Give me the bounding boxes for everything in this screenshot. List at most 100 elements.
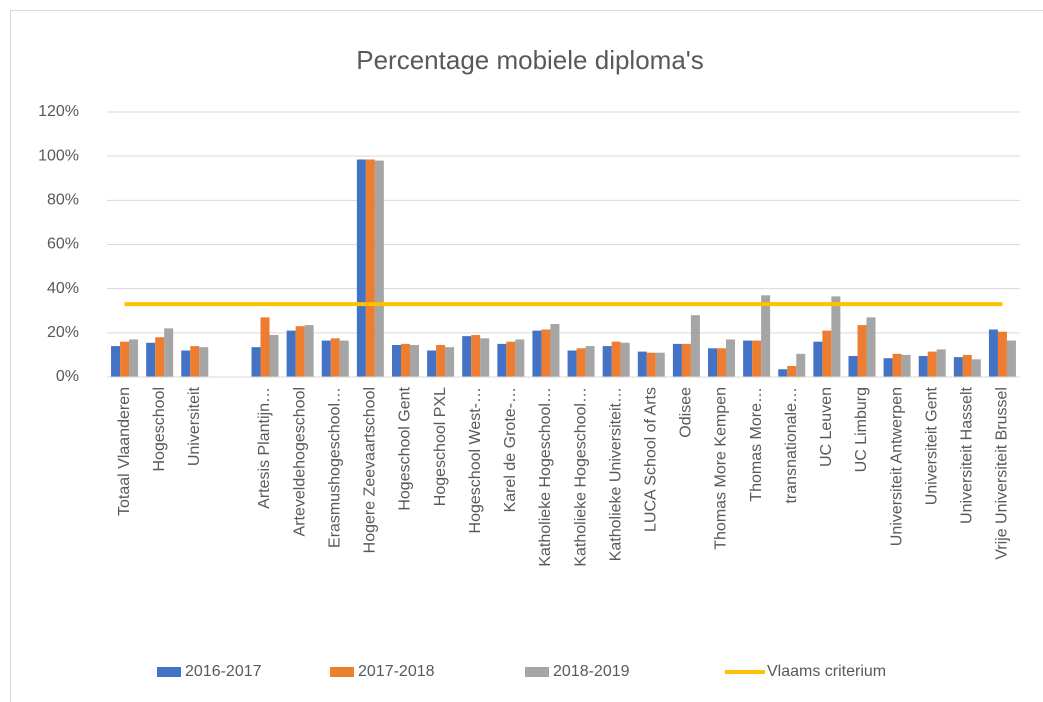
bar — [787, 365, 797, 377]
bar — [848, 356, 858, 377]
bar — [427, 350, 437, 377]
x-tick-label: Katholieke Hogeschool… — [572, 387, 589, 567]
x-tick-label: Vrije Universiteit Brussel — [994, 387, 1011, 560]
x-tick-label: Artesis Plantijn… — [256, 387, 273, 509]
bar — [356, 159, 366, 377]
bar — [857, 325, 867, 377]
bar — [936, 349, 946, 377]
bar — [831, 296, 841, 377]
bar — [708, 348, 718, 377]
bar — [304, 325, 314, 377]
bar — [971, 359, 981, 377]
bar — [321, 340, 331, 377]
x-tick-label: Hogere Zeevaartschool — [362, 387, 379, 553]
y-tick-label: 0% — [56, 368, 79, 385]
bar — [822, 330, 832, 377]
x-tick-label: Thomas More… — [748, 387, 765, 502]
x-tick-label: Thomas More Kempen — [713, 387, 730, 550]
bar — [164, 328, 174, 377]
bar — [286, 330, 296, 377]
bar — [717, 348, 727, 377]
bar — [111, 346, 121, 377]
bar — [611, 341, 621, 377]
bar — [471, 335, 481, 377]
y-tick-label: 100% — [38, 147, 79, 164]
bar — [962, 354, 972, 377]
x-tick-label: Universiteit Hasselt — [959, 386, 976, 523]
x-tick-label: Karel de Grote-… — [502, 387, 519, 512]
bar — [901, 354, 911, 377]
bar — [997, 331, 1007, 377]
bar — [918, 356, 928, 377]
bar — [462, 336, 472, 377]
x-tick-label: LUCA School of Arts — [643, 387, 660, 532]
bar — [796, 353, 806, 377]
bar — [181, 350, 191, 377]
bar — [576, 348, 586, 377]
bar — [927, 351, 937, 377]
legend-label: 2017-2018 — [358, 663, 435, 680]
bar — [391, 344, 401, 377]
x-tick-label: Arteveldehogeschool — [291, 387, 308, 536]
bar — [672, 343, 682, 377]
y-tick-label: 20% — [47, 324, 79, 341]
x-tick-label: transnationale… — [783, 387, 800, 504]
bar — [1006, 340, 1016, 377]
x-tick-label: Erasmushogeschool… — [326, 387, 343, 548]
bar — [251, 347, 261, 377]
legend-label: Vlaams criterium — [767, 663, 886, 680]
bar — [655, 352, 665, 377]
legend-swatch — [157, 667, 181, 677]
x-tick-label: UC Limburg — [853, 387, 870, 472]
bar — [883, 358, 893, 377]
bar — [199, 347, 209, 377]
bar — [953, 357, 963, 377]
bar — [330, 338, 340, 377]
bar — [365, 159, 375, 377]
x-tick-label: Katholieke Universiteit… — [607, 387, 624, 561]
bar — [497, 343, 507, 377]
bar — [146, 342, 156, 377]
bar — [120, 341, 130, 377]
bar — [374, 160, 384, 377]
bar — [190, 346, 200, 377]
bar — [585, 346, 595, 377]
bar — [155, 337, 165, 377]
bar — [602, 346, 612, 377]
bar — [892, 353, 902, 377]
bar — [988, 329, 998, 377]
y-tick-label: 120% — [38, 103, 79, 120]
legend-swatch — [330, 667, 354, 677]
x-tick-label: Hogeschool West-… — [467, 387, 484, 533]
y-tick-label: 60% — [47, 236, 79, 253]
x-tick-label: Hogeschool — [151, 387, 168, 472]
bar — [681, 343, 691, 377]
bar — [866, 317, 876, 377]
x-tick-label: Odisee — [678, 387, 695, 438]
bar — [532, 330, 542, 377]
bar — [260, 317, 270, 377]
bar — [436, 344, 446, 377]
legend-swatch — [525, 667, 549, 677]
legend-label: 2018-2019 — [553, 663, 630, 680]
bar — [567, 350, 577, 377]
x-tick-label: Katholieke Hogeschool… — [537, 387, 554, 567]
bar — [726, 339, 736, 377]
chart-title: Percentage mobiele diploma's — [356, 45, 704, 75]
x-tick-label: Hogeschool PXL — [432, 387, 449, 506]
y-tick-label: 40% — [47, 280, 79, 297]
bar — [761, 295, 771, 377]
y-tick-label: 80% — [47, 192, 79, 209]
x-tick-label: UC Leuven — [818, 387, 835, 467]
bar — [480, 338, 490, 377]
bar — [620, 342, 630, 377]
bar — [813, 341, 823, 377]
bar — [637, 351, 647, 377]
bar — [445, 347, 455, 377]
bar — [129, 339, 139, 377]
x-tick-label: Totaal Vlaanderen — [116, 387, 133, 516]
legend-label: 2016-2017 — [185, 663, 262, 680]
bar — [515, 339, 525, 377]
bar — [550, 324, 560, 377]
